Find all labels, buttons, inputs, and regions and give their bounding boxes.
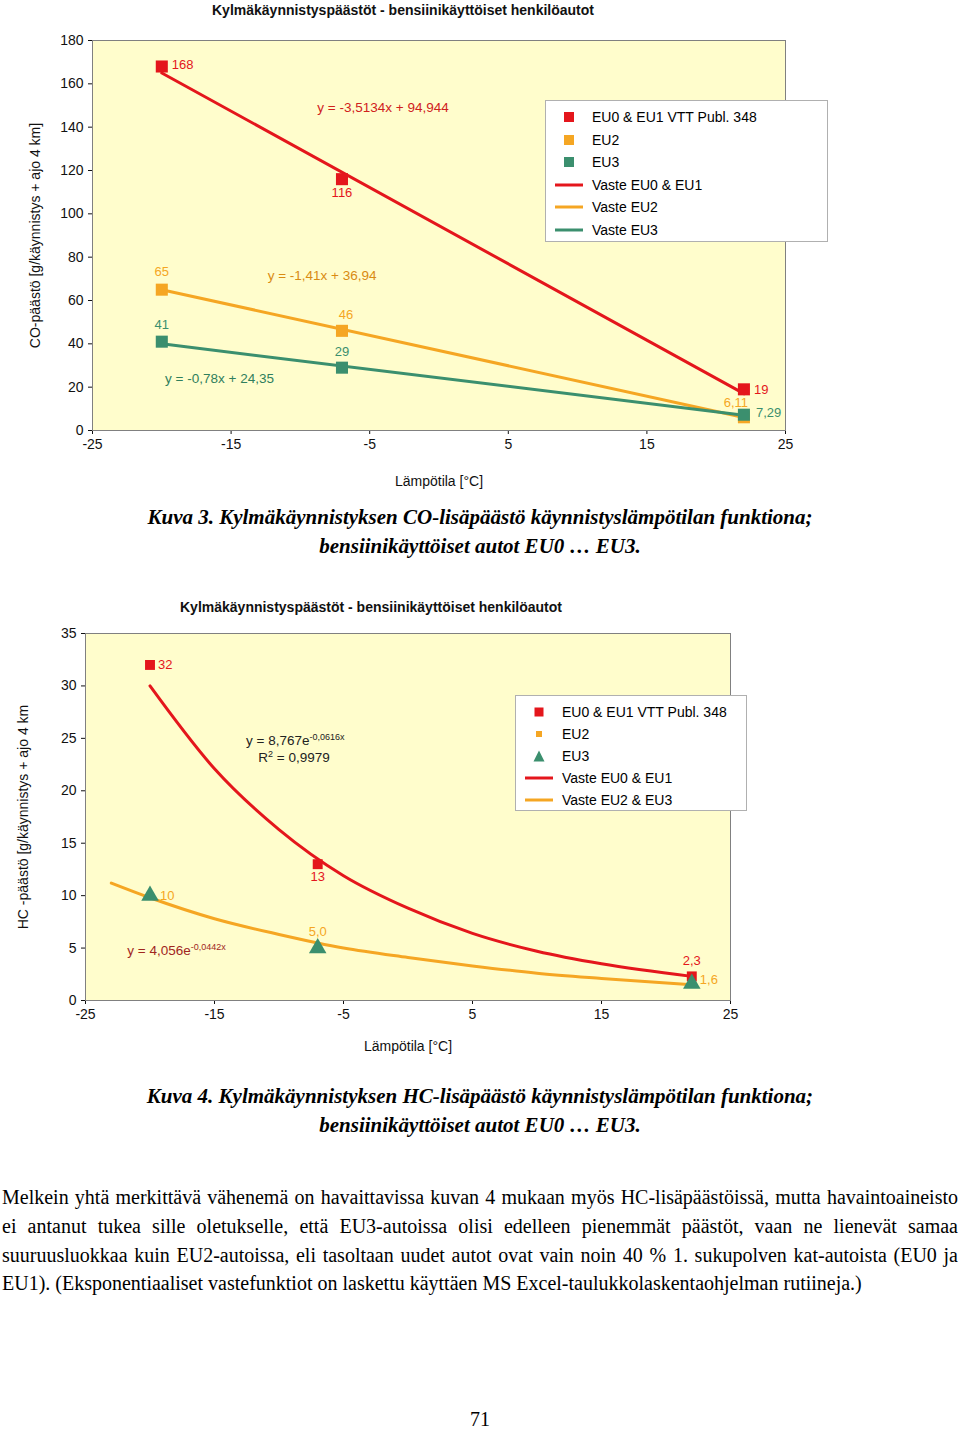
svg-text:29: 29	[335, 344, 349, 359]
svg-text:41: 41	[155, 317, 169, 332]
html-text:bensiinikäyttöiset autot EU0 …: bensiinikäyttöiset autot EU0 … EU3.	[319, 1113, 641, 1137]
html-text:bensiinikäyttöiset autot EU0 …: bensiinikäyttöiset autot EU0 … EU3.	[319, 534, 641, 558]
svg-text:-15: -15	[204, 1006, 224, 1022]
svg-text:-25: -25	[75, 1006, 95, 1022]
html-text:y = 8,767e-0,0616x: y = 8,767e-0,0616x	[246, 731, 345, 749]
html-text:y = -0,78x + 24,35: y = -0,78x + 24,35	[165, 370, 274, 386]
html-text:Vaste EU3: Vaste EU3	[592, 221, 658, 238]
svg-text:2,3: 2,3	[683, 953, 701, 968]
html-text:EU3: EU3	[562, 748, 590, 764]
html-text:Kylmäkäynnistyspäästöt - bensi: Kylmäkäynnistyspäästöt - bensiinikäyttöi…	[180, 599, 562, 615]
html-text:y = 4,056e-0,0442x: y = 4,056e-0,0442x	[127, 941, 226, 958]
svg-text:19: 19	[754, 381, 768, 396]
svg-text:15: 15	[594, 1006, 610, 1022]
svg-text:5,0: 5,0	[309, 924, 327, 939]
svg-text:20: 20	[61, 782, 77, 798]
svg-text:180: 180	[60, 32, 84, 48]
svg-text:140: 140	[60, 119, 84, 135]
svg-text:168: 168	[172, 57, 194, 72]
svg-text:80: 80	[68, 249, 84, 265]
html-text:Vaste EU2: Vaste EU2	[592, 199, 658, 216]
svg-text:5: 5	[504, 436, 512, 452]
svg-text:116: 116	[332, 185, 353, 200]
svg-text:120: 120	[60, 162, 84, 178]
svg-text:0: 0	[68, 992, 77, 1008]
html-text:EU0 & EU1 VTT Publ. 348: EU0 & EU1 VTT Publ. 348	[592, 109, 757, 126]
svg-text:Lämpötila [°C]: Lämpötila [°C]	[395, 473, 483, 489]
svg-text:15: 15	[61, 835, 77, 851]
html-text:Vaste EU0 & EU1: Vaste EU0 & EU1	[592, 176, 703, 193]
svg-text:-5: -5	[363, 436, 376, 452]
svg-text:65: 65	[155, 264, 169, 279]
html-text:Vaste EU0 & EU1: Vaste EU0 & EU1	[562, 770, 673, 786]
svg-text:1,6: 1,6	[700, 972, 718, 987]
html-text:y = -3,5134x + 94,944: y = -3,5134x + 94,944	[317, 99, 449, 115]
html-text:EU2: EU2	[562, 726, 590, 742]
html-text:Kuva 3. Kylmäkäynnistyksen CO-: Kuva 3. Kylmäkäynnistyksen CO-lisäpäästö…	[147, 505, 813, 529]
svg-text:60: 60	[68, 292, 84, 308]
svg-text:15: 15	[639, 436, 655, 452]
svg-text:5: 5	[469, 1006, 477, 1022]
svg-text:10: 10	[61, 887, 77, 903]
html-text:Kuva 4. Kylmäkäynnistyksen HC-: Kuva 4. Kylmäkäynnistyksen HC-lisäpäästö…	[146, 1084, 814, 1108]
svg-text:0: 0	[75, 422, 84, 438]
svg-text:13: 13	[310, 869, 324, 884]
svg-text:HC -päästö [g/käynnistys + ajo: HC -päästö [g/käynnistys + ajo 4 km	[15, 705, 31, 930]
svg-text:5: 5	[69, 940, 77, 956]
svg-text:7,29: 7,29	[756, 405, 781, 420]
svg-text:25: 25	[723, 1006, 739, 1022]
html-text:EU2: EU2	[592, 131, 620, 148]
svg-text:100: 100	[60, 205, 84, 221]
html-text:Melkein yhtä merkittävä vähene: Melkein yhtä merkittävä vähenemä on hava…	[2, 1186, 958, 1295]
html-text:71: 71	[470, 1408, 490, 1430]
svg-text:-25: -25	[82, 436, 102, 452]
svg-text:25: 25	[778, 436, 794, 452]
html-text:EU0 & EU1 VTT Publ. 348: EU0 & EU1 VTT Publ. 348	[562, 704, 727, 720]
svg-text:160: 160	[60, 75, 84, 91]
svg-text:35: 35	[61, 625, 77, 641]
html-text:y = -1,41x + 36,94: y = -1,41x + 36,94	[267, 267, 377, 283]
svg-text:40: 40	[68, 335, 84, 351]
svg-text:20: 20	[68, 379, 84, 395]
svg-text:46: 46	[339, 307, 353, 322]
svg-text:-15: -15	[221, 436, 241, 452]
svg-text:-5: -5	[337, 1006, 350, 1022]
html-text:EU3: EU3	[592, 154, 620, 171]
html-text:Vaste EU2 & EU3: Vaste EU2 & EU3	[562, 792, 673, 808]
svg-text:Lämpötila [°C]: Lämpötila [°C]	[364, 1038, 452, 1054]
svg-text:30: 30	[61, 677, 77, 693]
html-text:Kylmäkäynnistyspäästöt - bensi: Kylmäkäynnistyspäästöt - bensiinikäyttöi…	[212, 2, 594, 18]
html-text:R2= 0,9979: R2= 0,9979	[258, 748, 330, 765]
svg-text:25: 25	[61, 730, 77, 746]
svg-text:10: 10	[160, 888, 174, 903]
svg-text:32: 32	[158, 657, 172, 672]
svg-text:CO-päästö [g/käynnistys + ajo: CO-päästö [g/käynnistys + ajo 4 km]	[27, 123, 43, 348]
svg-text:6,11: 6,11	[724, 395, 748, 410]
